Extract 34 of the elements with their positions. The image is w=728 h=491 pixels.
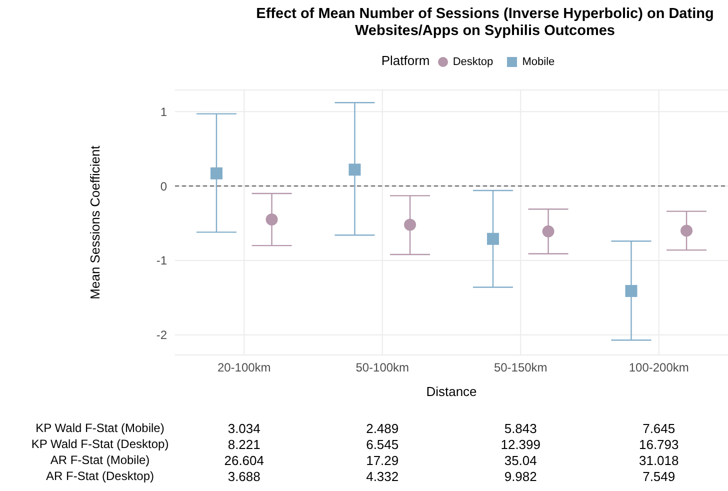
text: 35.04 (503, 453, 538, 468)
text: 4.332 (365, 469, 400, 484)
text: 7.645 (642, 421, 676, 436)
text: 2.489 (365, 421, 400, 436)
x-tick-label: 100-200km (628, 360, 689, 375)
y-tick-label: -2 (156, 328, 168, 342)
text: KP Wald F-Stat (Mobile) (34, 421, 166, 435)
x-tick-label: 50-150km (494, 360, 548, 375)
text: 12.399 (500, 437, 542, 452)
text: 8.221 (226, 437, 262, 452)
text: AR F-Stat (Mobile) (49, 453, 151, 467)
y-tick-label: 0 (160, 179, 168, 194)
x-tick-label: 50-100km (356, 360, 410, 375)
text: 16.793 (638, 437, 680, 452)
text: 6.545 (365, 437, 400, 452)
text: 26.604 (223, 453, 265, 468)
y-axis-title: Mean Sessions Coefficient (88, 145, 103, 300)
text: KP Wald F-Stat (Desktop) (30, 437, 170, 451)
text: 31.018 (638, 453, 680, 468)
x-tick-label: 20-100km (217, 360, 271, 375)
text: 5.843 (503, 421, 538, 436)
legend-label: Mobile (522, 56, 555, 68)
legend-title: Platform (381, 53, 430, 68)
text: 17.29 (365, 453, 400, 468)
chart-title: Effect of Mean Number of Sessions (Inverse Hyperbolic) on Dating Websites/Apps on Syphilis Outcomes (255, 6, 715, 40)
legend-label: Desktop (452, 56, 494, 68)
x-axis-title: Distance (426, 384, 477, 399)
text: 7.549 (642, 469, 676, 484)
text: 3.688 (226, 469, 262, 484)
text: 9.982 (503, 469, 538, 484)
y-tick-label: -1 (156, 254, 168, 268)
text: 3.034 (226, 421, 262, 436)
text: AR F-Stat (Desktop) (44, 469, 156, 483)
y-tick-label: 1 (160, 104, 168, 119)
